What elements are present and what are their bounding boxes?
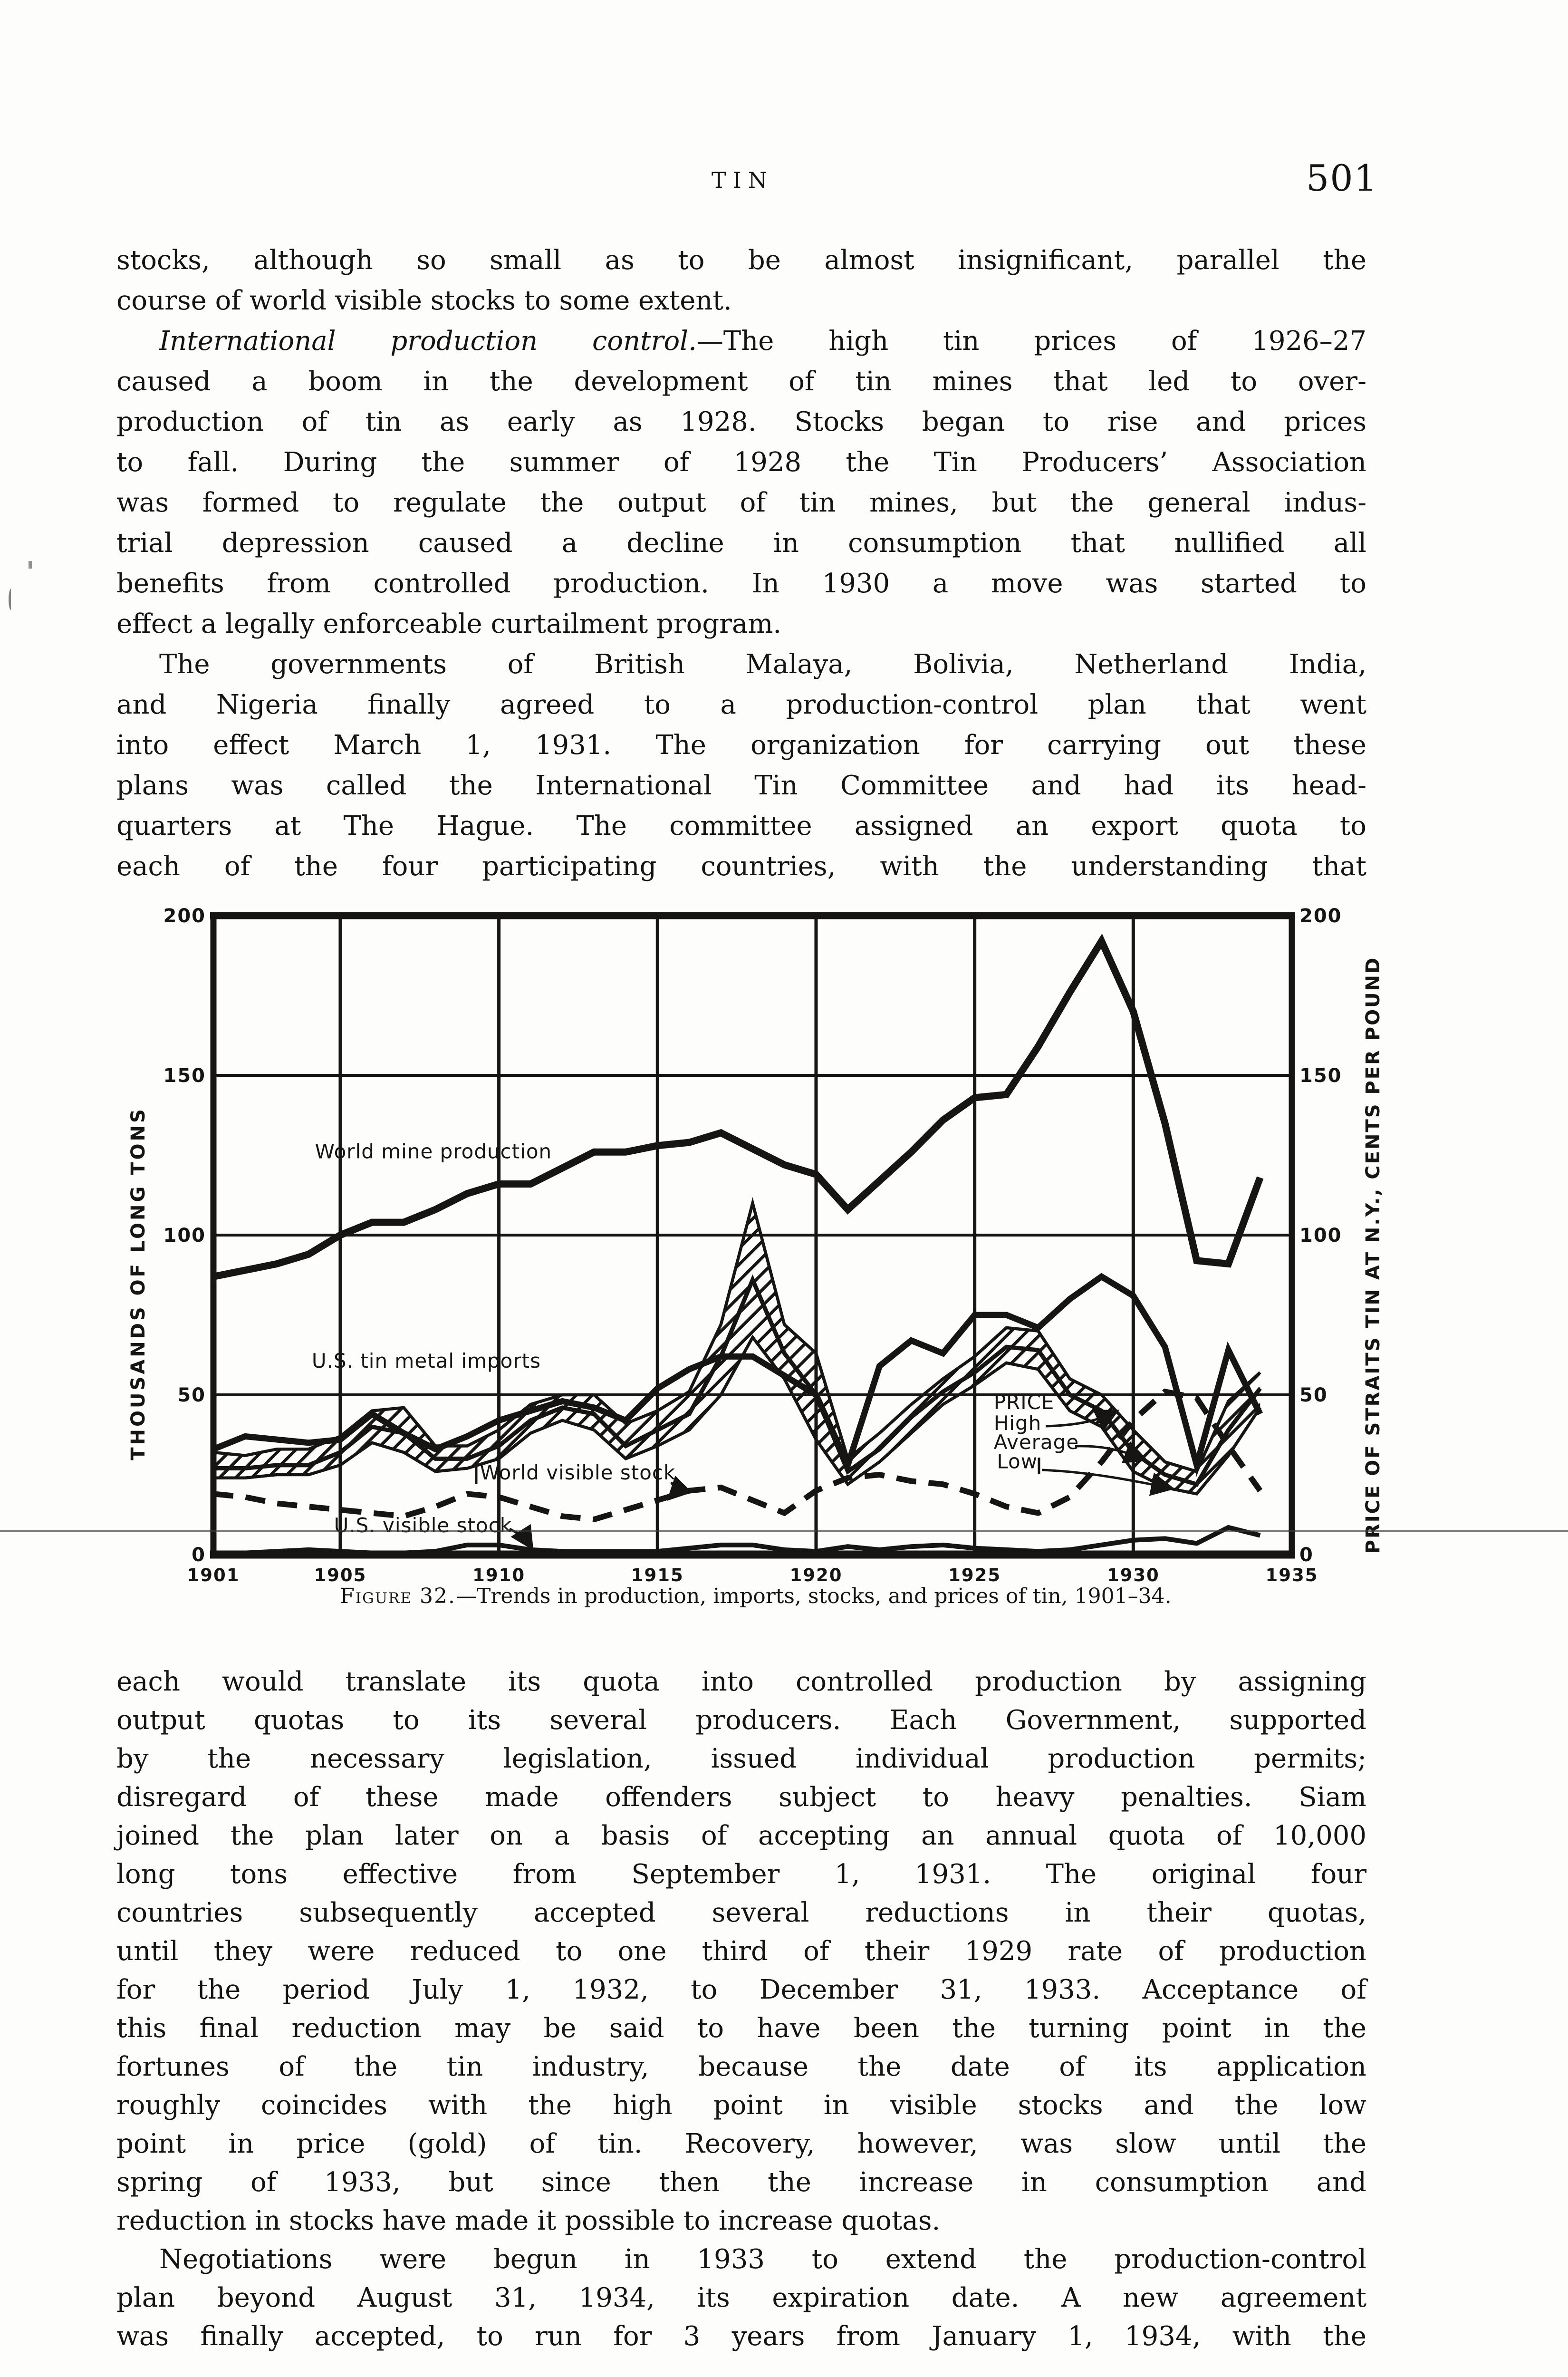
x-axis-tick: 1920: [789, 1565, 842, 1583]
right-axis-title: PRICE OF STRAITS TIN AT N.Y., CENTS PER …: [1362, 957, 1384, 1554]
text-line: production of tin as early as 1928. Stoc…: [116, 406, 1366, 437]
text-line: point in price (gold) of tin. Recovery, …: [116, 2128, 1366, 2159]
series-us-tin-metal-imports: [212, 1273, 1263, 1477]
chart-annotations: World mine production U.S. tin metal impo…: [312, 1140, 1079, 1537]
text-line: until they were reduced to one third of …: [116, 1936, 1366, 1967]
world-visible-stock-label: World visible stock: [480, 1461, 676, 1484]
running-head: TIN: [711, 167, 774, 193]
world-mine-production-label: World mine production: [315, 1140, 552, 1163]
text-line: reduction in stocks have made it possibl…: [116, 2205, 941, 2236]
text-line: for the period July 1, 1932, to December…: [116, 1974, 1366, 2005]
text-line: benefits from controlled production. In …: [116, 568, 1366, 599]
text-line: countries subsequently accepted several …: [116, 1897, 1366, 1928]
x-axis-tick: 1910: [472, 1565, 525, 1583]
text-line: into effect March 1, 1931. The organizat…: [116, 730, 1366, 761]
x-axis-tick: 1925: [948, 1565, 1001, 1583]
text-line: plan beyond August 31, 1934, its expirat…: [116, 2282, 1366, 2313]
text-line: by the necessary legislation, issued ind…: [116, 1743, 1366, 1774]
left-axis-tick: 50: [177, 1384, 206, 1406]
left-axis-title: THOUSANDS OF LONG TONS: [127, 1107, 149, 1460]
series-world-visible-stock: [213, 1388, 1263, 1523]
left-axis-tick: 200: [164, 905, 206, 927]
chart-frame: [210, 912, 1295, 1559]
right-axis-tick: 200: [1299, 905, 1342, 927]
text-line: disregard of these made offenders subjec…: [116, 1782, 1366, 1813]
text-line: output quotas to its several producers. …: [116, 1705, 1366, 1736]
scan-artifact-speck: [29, 561, 32, 569]
text-line: roughly coincides with the high point in…: [116, 2090, 1366, 2121]
axis-tick-labels: 0 0 50 50 100 100 150 150 200 200 1901 1905 1910 1915…: [164, 905, 1342, 1583]
figure-caption-label: Figure 32.: [340, 1584, 456, 1608]
right-axis-tick: 150: [1299, 1065, 1342, 1087]
figure-caption: Figure 32.—Trends in production, imports…: [114, 1584, 1397, 1608]
text-line: fortunes of the tin industry, because th…: [116, 2051, 1366, 2082]
left-axis-tick: 150: [164, 1065, 206, 1087]
text-line: was finally accepted, to run for 3 years…: [116, 2321, 1366, 2352]
scan-artifact-speck: [9, 589, 14, 610]
price-legend-title: PRICE: [994, 1391, 1055, 1414]
text-line: spring of 1933, but since then the incre…: [116, 2167, 1366, 2198]
right-axis-tick: 50: [1299, 1384, 1328, 1406]
price-legend-avg: Average: [994, 1430, 1079, 1454]
text-line: this final reduction may be said to have…: [116, 2013, 1366, 2044]
us-visible-stock-label: U.S. visible stock: [334, 1514, 512, 1537]
x-axis-tick: 1930: [1107, 1565, 1160, 1583]
price-range-band: [213, 1203, 1260, 1494]
left-axis-tick: 100: [164, 1225, 206, 1246]
figure-caption-text: —Trends in production, imports, stocks, …: [455, 1584, 1172, 1608]
page-number: 501: [1306, 157, 1378, 199]
text-line: quarters at The Hague. The committee ass…: [116, 811, 1366, 841]
text-line: each would translate its quota into cont…: [116, 1666, 1366, 1697]
text-line: trial depression caused a decline in con…: [116, 528, 1366, 559]
series-price-high: [213, 1197, 1261, 1474]
text-line: plans was called the International Tin C…: [116, 770, 1366, 801]
text-line: caused a boom in the development of tin …: [116, 366, 1366, 397]
scan-artifact-line: [0, 1530, 1568, 1532]
price-legend-high: High: [994, 1411, 1042, 1435]
x-axis-tick: 1915: [631, 1565, 684, 1583]
right-axis-tick: 0: [1299, 1544, 1314, 1566]
body-text-upper: stocks, although so small as to be almos…: [116, 240, 1366, 887]
series-world-mine-production: [212, 933, 1264, 1280]
x-axis-tick: 1935: [1266, 1565, 1318, 1583]
text-line: was formed to regulate the output of tin…: [116, 487, 1366, 518]
text-line: International production control.—The hi…: [159, 326, 1367, 357]
text-line: The governments of British Malaya, Boliv…: [159, 649, 1366, 680]
text-line: each of the four participating countries…: [116, 851, 1366, 882]
price-legend-low: Low: [997, 1450, 1038, 1473]
text-line: course of world visible stocks to some e…: [116, 285, 732, 316]
text-line: and Nigeria finally agreed to a producti…: [116, 689, 1366, 720]
right-axis-tick: 100: [1299, 1225, 1342, 1246]
text-line: to fall. During the summer of 1928 the T…: [116, 447, 1366, 478]
left-axis-tick: 0: [192, 1544, 206, 1566]
text-line: stocks, although so small as to be almos…: [116, 245, 1366, 276]
series-price-average: [213, 1274, 1262, 1487]
text-line: Negotiations were begun in 1933 to exten…: [159, 2244, 1366, 2275]
series-price-low: [213, 1334, 1261, 1496]
text-line: long tons effective from September 1, 19…: [116, 1859, 1366, 1890]
body-text-lower: each would translate its quota into cont…: [116, 1662, 1366, 2356]
text-line: effect a legally enforceable curtailment…: [116, 609, 782, 639]
x-axis-tick: 1905: [314, 1565, 366, 1583]
text-line: joined the plan later on a basis of acce…: [116, 1820, 1366, 1851]
figure-32-chart: 0 0 50 50 100 100 150 150 200 200 1901 1905 1910 1915…: [127, 905, 1384, 1583]
us-tin-metal-imports-label: U.S. tin metal imports: [312, 1349, 541, 1372]
x-axis-tick: 1901: [187, 1565, 240, 1583]
